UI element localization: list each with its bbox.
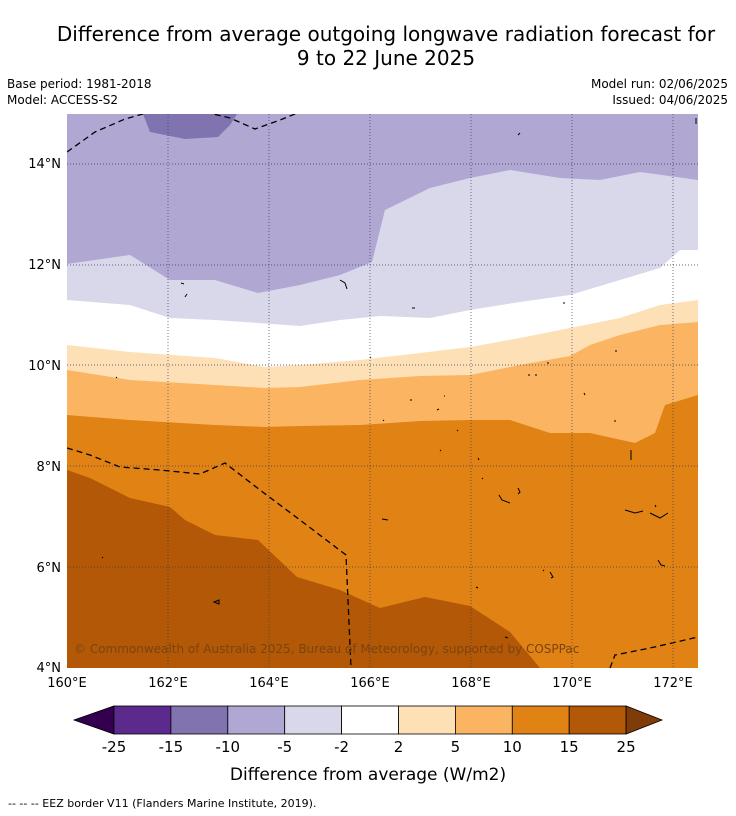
title-line-2: 9 to 22 June 2025 [296,46,476,70]
colorbar-label: Difference from average (W/m2) [229,765,507,785]
chart-title: Difference from average outgoing longwav… [0,22,736,70]
colorbar-tick-label: 10 [503,738,522,756]
lon-tick-160: 160°E [47,676,87,691]
lon-tick-166: 166°E [350,676,390,691]
colorbar-tick-label: -15 [159,738,184,756]
lat-tick-10: 10°N [28,359,61,374]
issued-date: Issued: 04/06/2025 [612,93,728,107]
lat-tick-12: 12°N [28,258,61,273]
title-line-1: Difference from average outgoing longwav… [56,22,716,46]
colorbar-tick-label: -2 [334,738,349,756]
colorbar-swatch [284,705,343,735]
colorbar-swatch [454,705,513,735]
colorbar-extend-high [625,705,664,735]
band-15-25 [67,470,540,668]
eez-footnote: -- -- -- EEZ border V11 (Flanders Marine… [8,797,317,810]
copyright-notice: © Commonwealth of Australia 2025, Bureau… [74,642,579,656]
lat-tick-4: 4°N [37,661,62,676]
lat-tick-8: 8°N [37,460,62,475]
lon-tick-168: 168°E [451,676,491,691]
model-run: Model run: 02/06/2025 [590,77,728,91]
lon-tick-164: 164°E [249,676,289,691]
colorbar-swatch [113,705,172,735]
lon-tick-172: 172°E [653,676,693,691]
lon-tick-labels: 160°E 162°E 164°E 166°E 168°E 170°E 172°… [47,676,693,691]
colorbar-tick-label: 2 [394,738,404,756]
contour-field [67,114,698,668]
colorbar-extend-low [72,705,115,735]
colorbar-tick-label: -25 [102,738,127,756]
colorbar-tick-label: 25 [617,738,636,756]
eez-border-north [67,114,297,153]
eez-border-south [67,447,352,668]
colorbar-swatch [398,705,456,735]
base-period: Base period: 1981-2018 [7,77,152,91]
colorbar-swatch [511,705,570,735]
lon-tick-170: 170°E [552,676,592,691]
colorbar-tick-label: -5 [277,738,292,756]
colorbar-swatch [568,705,627,735]
lat-tick-labels: 14°N 12°N 10°N 8°N 6°N 4°N [28,157,61,676]
colorbar-tick-label: -10 [216,738,241,756]
colorbar-tick-label: 5 [451,738,461,756]
colorbar-swatch [170,705,229,735]
lon-tick-162: 162°E [148,676,188,691]
lat-tick-14: 14°N [28,157,61,172]
lat-tick-6: 6°N [37,561,62,576]
eez-border-southeast [609,636,698,668]
colorbar-tick-label: 15 [560,738,579,756]
colorbar: -25 -15 -10 -5 -2 2 5 10 15 25 [72,705,664,756]
colorbar-swatch [227,705,286,735]
band-minus10-minus15 [143,114,237,139]
graticule [67,114,698,668]
colorbar-swatch [341,705,399,735]
model-name: Model: ACCESS-S2 [7,93,119,107]
island-outlines [101,118,697,639]
